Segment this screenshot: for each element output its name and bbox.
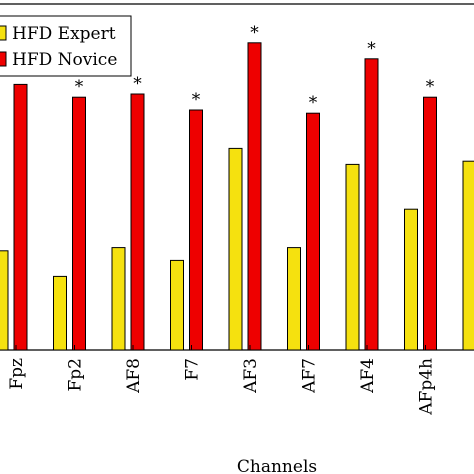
significance-marker-f7: * xyxy=(192,90,201,110)
x-tick-label-fp2: Fp2 xyxy=(66,358,86,392)
x-tick-label-af3: AF3 xyxy=(241,358,261,394)
bar-novice-af7 xyxy=(306,112,320,351)
legend-swatch-expert xyxy=(0,25,7,41)
significance-marker-af4: * xyxy=(367,39,376,59)
bar-expert-af8 xyxy=(111,247,126,351)
bar-novice-fp2 xyxy=(72,96,86,351)
bar-expert-fpz xyxy=(0,250,9,351)
legend-label-novice: HFD Novice xyxy=(12,50,117,70)
bar-expert-af4 xyxy=(345,163,360,351)
bar-expert-afp4h xyxy=(404,208,418,351)
bar-expert-af7 xyxy=(287,247,301,351)
x-tick-label-fpz: Fpz xyxy=(7,358,27,390)
x-tick-label-afp4h: AFp4h xyxy=(417,358,437,416)
x-tick-label-f7: F7 xyxy=(183,358,203,381)
x-tick-label-af7: AF7 xyxy=(300,358,320,394)
legend-label-expert: HFD Expert xyxy=(12,24,116,44)
x-axis-title: Channels xyxy=(237,457,317,474)
bar-novice-afp4h xyxy=(423,96,437,351)
bar-novice-f7 xyxy=(189,109,203,351)
bar-expert-aff5h xyxy=(462,160,474,351)
significance-marker-af3: * xyxy=(250,23,259,43)
bar-expert-fp2 xyxy=(53,275,67,351)
x-tick-label-af8: AF8 xyxy=(124,358,144,394)
bar-novice-fpz xyxy=(13,83,28,351)
legend-swatch-novice xyxy=(0,51,7,67)
chart-bars: ******** xyxy=(0,23,474,351)
x-tick-label-af4: AF4 xyxy=(358,358,378,394)
significance-marker-afp4h: * xyxy=(426,77,435,97)
x-tick-labels: FpzFp2AF8F7AF3AF7AF4AFp4hAFF5h xyxy=(7,345,437,416)
bar-expert-f7 xyxy=(170,259,184,351)
legend: HFD Expert HFD Novice xyxy=(0,15,132,77)
significance-marker-af7: * xyxy=(309,93,318,113)
legend-box xyxy=(0,15,132,77)
bar-novice-af4 xyxy=(364,58,379,351)
significance-marker-fp2: * xyxy=(75,77,84,97)
bar-novice-af8 xyxy=(130,93,145,351)
bar-expert-af3 xyxy=(228,147,243,351)
significance-marker-af8: * xyxy=(133,74,142,94)
bar-novice-af3 xyxy=(247,42,262,351)
